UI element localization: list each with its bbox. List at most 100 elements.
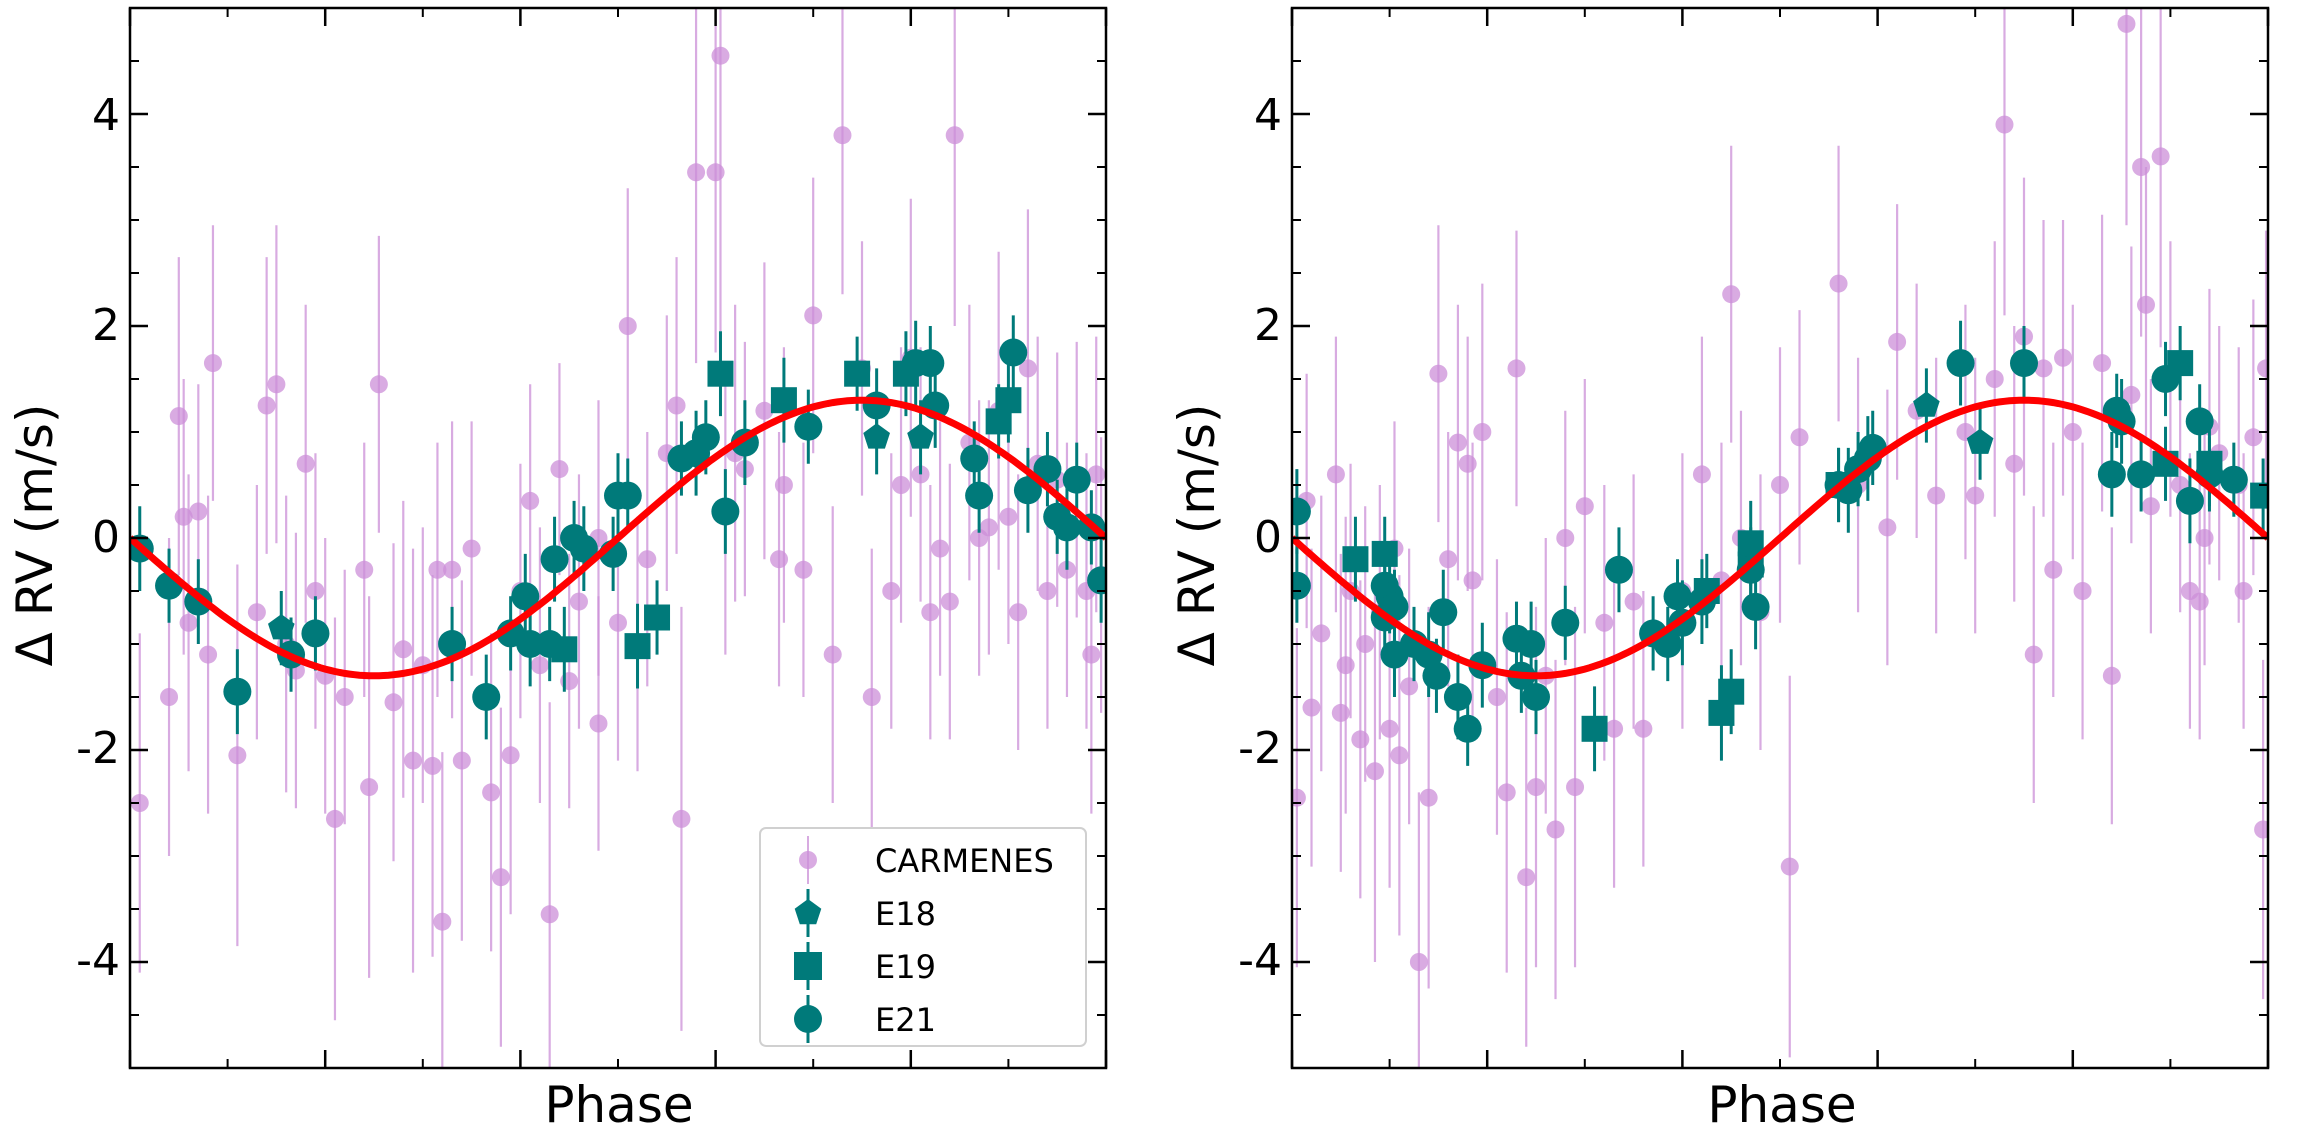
point-carmenes xyxy=(794,560,813,579)
point-e21 xyxy=(516,630,545,658)
point-e21 xyxy=(1551,608,1580,637)
point-e21 xyxy=(2175,486,2204,515)
point-e21 xyxy=(862,391,891,420)
ytick-label-right-2: 2 xyxy=(1254,300,1282,351)
point-e21 xyxy=(2219,465,2248,494)
point-e18 xyxy=(1913,391,1940,417)
point-e21 xyxy=(1453,714,1482,743)
point-e21 xyxy=(960,444,989,473)
point-carmenes xyxy=(1546,820,1565,839)
point-carmenes xyxy=(804,306,823,325)
point-e18 xyxy=(907,423,934,449)
point-carmenes xyxy=(892,476,911,494)
point-e18 xyxy=(268,614,295,640)
point-carmenes xyxy=(2244,428,2263,447)
point-carmenes xyxy=(1326,465,1345,484)
point-carmenes xyxy=(404,751,423,770)
y-axis-label-right: Δ RV (m/s) xyxy=(1168,404,1226,667)
point-carmenes xyxy=(1463,571,1482,590)
point-carmenes xyxy=(1082,645,1101,664)
point-e21 xyxy=(1292,571,1311,600)
point-carmenes xyxy=(774,476,793,494)
point-e19 xyxy=(985,408,1012,435)
point-e21 xyxy=(2097,460,2126,489)
ytick-label-left-4: 4 xyxy=(92,90,120,141)
point-carmenes xyxy=(1302,698,1321,717)
point-e21 xyxy=(1429,598,1458,627)
point-e21 xyxy=(1062,465,1091,494)
point-carmenes xyxy=(130,794,149,812)
point-carmenes xyxy=(423,756,442,775)
point-carmenes xyxy=(931,539,950,558)
ytick-label-left-2: 2 xyxy=(92,300,120,351)
point-e21 xyxy=(223,677,252,706)
point-carmenes xyxy=(199,645,218,664)
point-e21 xyxy=(2127,460,2156,489)
point-carmenes xyxy=(306,582,325,600)
point-carmenes xyxy=(823,645,842,664)
point-carmenes xyxy=(589,714,608,733)
point-carmenes xyxy=(1595,613,1614,632)
point-carmenes xyxy=(355,560,374,579)
point-carmenes xyxy=(999,507,1018,526)
point-carmenes xyxy=(1390,746,1409,765)
point-carmenes xyxy=(609,613,627,632)
point-carmenes xyxy=(1771,476,1789,494)
point-carmenes xyxy=(169,407,188,426)
point-carmenes xyxy=(940,592,959,611)
ytick-label-right-neg4: -4 xyxy=(1238,935,1282,986)
point-carmenes xyxy=(203,354,222,373)
point-e21 xyxy=(1013,476,1042,505)
point-carmenes xyxy=(1487,688,1506,706)
point-carmenes xyxy=(1018,359,1037,378)
point-carmenes xyxy=(247,603,266,622)
point-carmenes xyxy=(369,375,388,394)
point-carmenes xyxy=(569,592,588,611)
point-carmenes xyxy=(1790,428,1809,447)
legend-label-e18: E18 xyxy=(875,895,936,933)
point-carmenes xyxy=(1497,783,1516,802)
point-carmenes xyxy=(1336,656,1355,675)
point-e19 xyxy=(707,360,734,387)
point-e21 xyxy=(1292,497,1311,526)
point-carmenes xyxy=(325,809,344,828)
point-carmenes xyxy=(945,126,964,145)
point-carmenes xyxy=(2234,582,2253,600)
point-carmenes xyxy=(755,401,774,420)
point-carmenes xyxy=(2122,385,2141,404)
point-e21 xyxy=(438,630,467,658)
point-carmenes xyxy=(979,518,998,537)
point-e21 xyxy=(540,545,569,574)
ytick-label-right-4: 4 xyxy=(1254,90,1282,141)
legend: CARMENES E18 E19 E21 xyxy=(759,827,1087,1047)
point-carmenes xyxy=(1575,497,1594,516)
point-carmenes xyxy=(2117,14,2136,33)
point-carmenes xyxy=(1351,730,1370,749)
point-carmenes xyxy=(1507,359,1526,378)
point-e21 xyxy=(1033,455,1062,484)
point-carmenes xyxy=(1356,635,1375,653)
point-carmenes xyxy=(384,693,403,712)
point-e21 xyxy=(999,338,1028,367)
point-carmenes xyxy=(2024,645,2043,664)
point-e19 xyxy=(644,604,671,631)
point-carmenes xyxy=(394,640,413,659)
point-carmenes xyxy=(1448,433,1467,452)
point-carmenes xyxy=(1473,423,1492,441)
plot-area-0 xyxy=(130,8,1106,1068)
point-carmenes xyxy=(1692,465,1711,484)
point-carmenes xyxy=(2054,348,2073,367)
point-carmenes xyxy=(1829,274,1848,293)
point-carmenes xyxy=(2132,158,2151,176)
point-carmenes xyxy=(2063,423,2082,441)
point-carmenes xyxy=(452,751,471,770)
point-carmenes xyxy=(335,688,354,706)
point-e21 xyxy=(1946,349,1975,378)
point-carmenes xyxy=(862,688,881,706)
point-carmenes xyxy=(672,809,691,828)
legend-marker-e21 xyxy=(794,1005,822,1033)
point-e21 xyxy=(1443,683,1472,711)
point-carmenes xyxy=(2190,592,2209,611)
point-e21 xyxy=(2010,349,2038,378)
